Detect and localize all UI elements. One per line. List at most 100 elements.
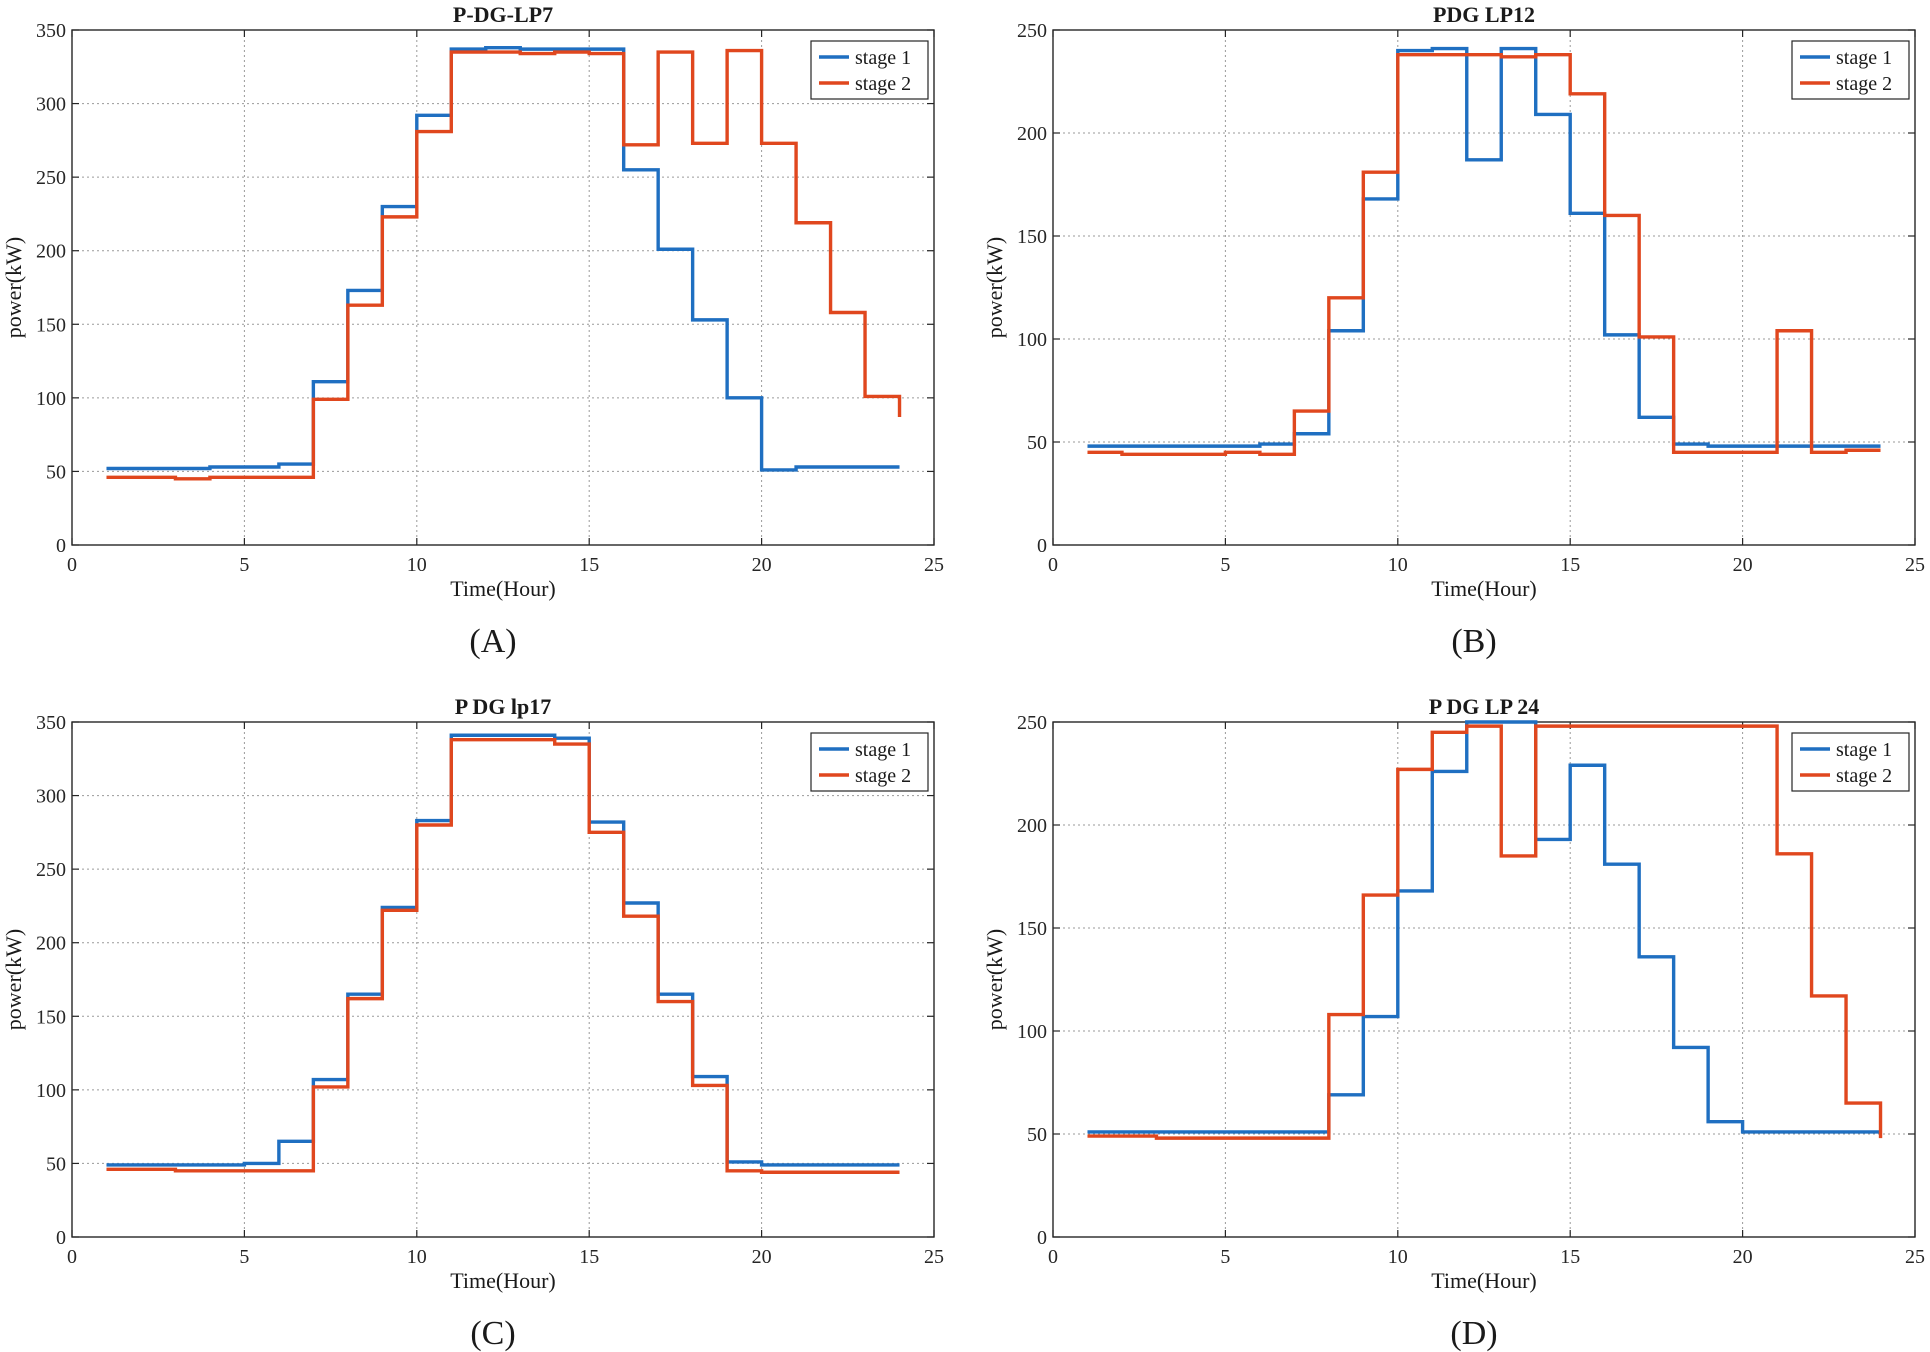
y-tick-label: 200 (1017, 123, 1047, 145)
y-tick-label: 200 (1017, 815, 1047, 837)
y-tick-label: 100 (36, 388, 66, 410)
x-tick-label: 20 (1733, 1246, 1753, 1268)
x-tick-label: 20 (752, 1246, 772, 1268)
y-tick-label: 300 (36, 786, 66, 808)
y-tick-label: 250 (1017, 20, 1047, 42)
legend-box (1791, 40, 1910, 100)
chart-panel-1: 0 5 10 15 20 25050100150200250300350P-DG-LP7T… (1, 2, 944, 660)
y-tick-label: 350 (36, 20, 66, 42)
x-tick-label: 10 (407, 554, 427, 576)
series-line-stage-1 (1087, 46, 1881, 448)
y-tick-label: 100 (36, 1080, 66, 1102)
y-axis-label: power(kW) (1, 237, 26, 338)
x-tick-label: 20 (752, 554, 772, 576)
y-tick-label: 100 (1017, 1021, 1047, 1043)
series-line-stage-2 (1087, 724, 1883, 1140)
legend-entry: stage 1 (1836, 47, 1892, 69)
series-line-stage-1 (106, 45, 900, 472)
x-tick-label: 10 (1388, 554, 1408, 576)
y-tick-label: 150 (36, 1006, 66, 1028)
panel-label: (B) (1451, 623, 1496, 660)
legend-entry: stage 2 (1836, 73, 1892, 95)
x-tick-label: 15 (579, 1246, 599, 1268)
x-tick-label: 10 (1388, 1246, 1408, 1268)
y-tick-label: 150 (36, 314, 66, 336)
x-tick-label: 10 (407, 1246, 427, 1268)
x-tick-label: 25 (1905, 554, 1925, 576)
legend-entry: stage 1 (855, 47, 911, 69)
plot-area (71, 29, 935, 546)
series-line-stage-2 (106, 48, 902, 481)
y-tick-label: 250 (1017, 712, 1047, 734)
y-tick-label: 0 (1037, 1227, 1047, 1249)
series-line-stage-2 (106, 737, 900, 1174)
y-tick-label: 50 (1027, 1124, 1047, 1146)
legend-entry: stage 2 (855, 73, 911, 95)
y-tick-label: 300 (36, 94, 66, 116)
panel-label: (A) (469, 623, 516, 660)
x-tick-label: 5 (1220, 554, 1230, 576)
y-tick-label: 0 (1037, 535, 1047, 557)
panel-label: (C) (470, 1315, 515, 1352)
plot-area (1052, 721, 1916, 1238)
legend-box (810, 40, 929, 100)
y-tick-label: 150 (1017, 918, 1047, 940)
y-tick-label: 200 (36, 241, 66, 263)
y-tick-label: 50 (46, 461, 66, 483)
y-tick-label: 50 (46, 1153, 66, 1175)
x-axis-label: Time(Hour) (450, 1268, 556, 1293)
x-tick-label: 15 (579, 554, 599, 576)
x-axis-label: Time(Hour) (1431, 1268, 1537, 1293)
panel-label: (D) (1450, 1315, 1497, 1352)
legend: stage 1 stage 2 (810, 40, 929, 100)
x-tick-label: 15 (1560, 1246, 1580, 1268)
plot-area (1052, 29, 1916, 546)
x-tick-label: 25 (1905, 1246, 1925, 1268)
y-tick-label: 0 (56, 535, 66, 557)
x-tick-label: 5 (1220, 1246, 1230, 1268)
legend-entry: stage 2 (855, 765, 911, 787)
chart-title: P DG lp17 (455, 694, 552, 719)
y-tick-label: 200 (36, 933, 66, 955)
y-axis-label: power(kW) (982, 237, 1007, 338)
x-tick-label: 15 (1560, 554, 1580, 576)
y-tick-label: 250 (36, 859, 66, 881)
chart-title: PDG LP12 (1433, 2, 1535, 27)
legend-box (1791, 732, 1910, 792)
legend-entry: stage 2 (1836, 765, 1892, 787)
x-tick-label: 25 (924, 554, 944, 576)
chart-title: P-DG-LP7 (453, 2, 553, 27)
chart-title: P DG LP 24 (1429, 694, 1540, 719)
x-axis-label: Time(Hour) (450, 576, 556, 601)
y-tick-label: 150 (1017, 226, 1047, 248)
legend-entry: stage 1 (1836, 739, 1892, 761)
x-tick-label: 0 (67, 1246, 77, 1268)
legend: stage 1 stage 2 (1791, 732, 1910, 792)
x-tick-label: 0 (1048, 554, 1058, 576)
x-axis-label: Time(Hour) (1431, 576, 1537, 601)
legend: stage 1 stage 2 (1791, 40, 1910, 100)
x-tick-label: 5 (239, 554, 249, 576)
y-tick-label: 0 (56, 1227, 66, 1249)
legend-box (810, 732, 929, 792)
x-tick-label: 0 (67, 554, 77, 576)
x-tick-label: 25 (924, 1246, 944, 1268)
legend-entry: stage 1 (855, 739, 911, 761)
y-axis-label: power(kW) (1, 929, 26, 1030)
x-tick-label: 0 (1048, 1246, 1058, 1268)
series-line-stage-2 (1087, 53, 1881, 457)
y-tick-label: 50 (1027, 432, 1047, 454)
plot-area (71, 721, 935, 1238)
x-tick-label: 20 (1733, 554, 1753, 576)
y-tick-label: 100 (1017, 329, 1047, 351)
y-tick-label: 250 (36, 167, 66, 189)
y-tick-label: 350 (36, 712, 66, 734)
y-axis-label: power(kW) (982, 929, 1007, 1030)
x-tick-label: 5 (239, 1246, 249, 1268)
legend: stage 1 stage 2 (810, 732, 929, 792)
series-line-stage-1 (1087, 720, 1881, 1134)
